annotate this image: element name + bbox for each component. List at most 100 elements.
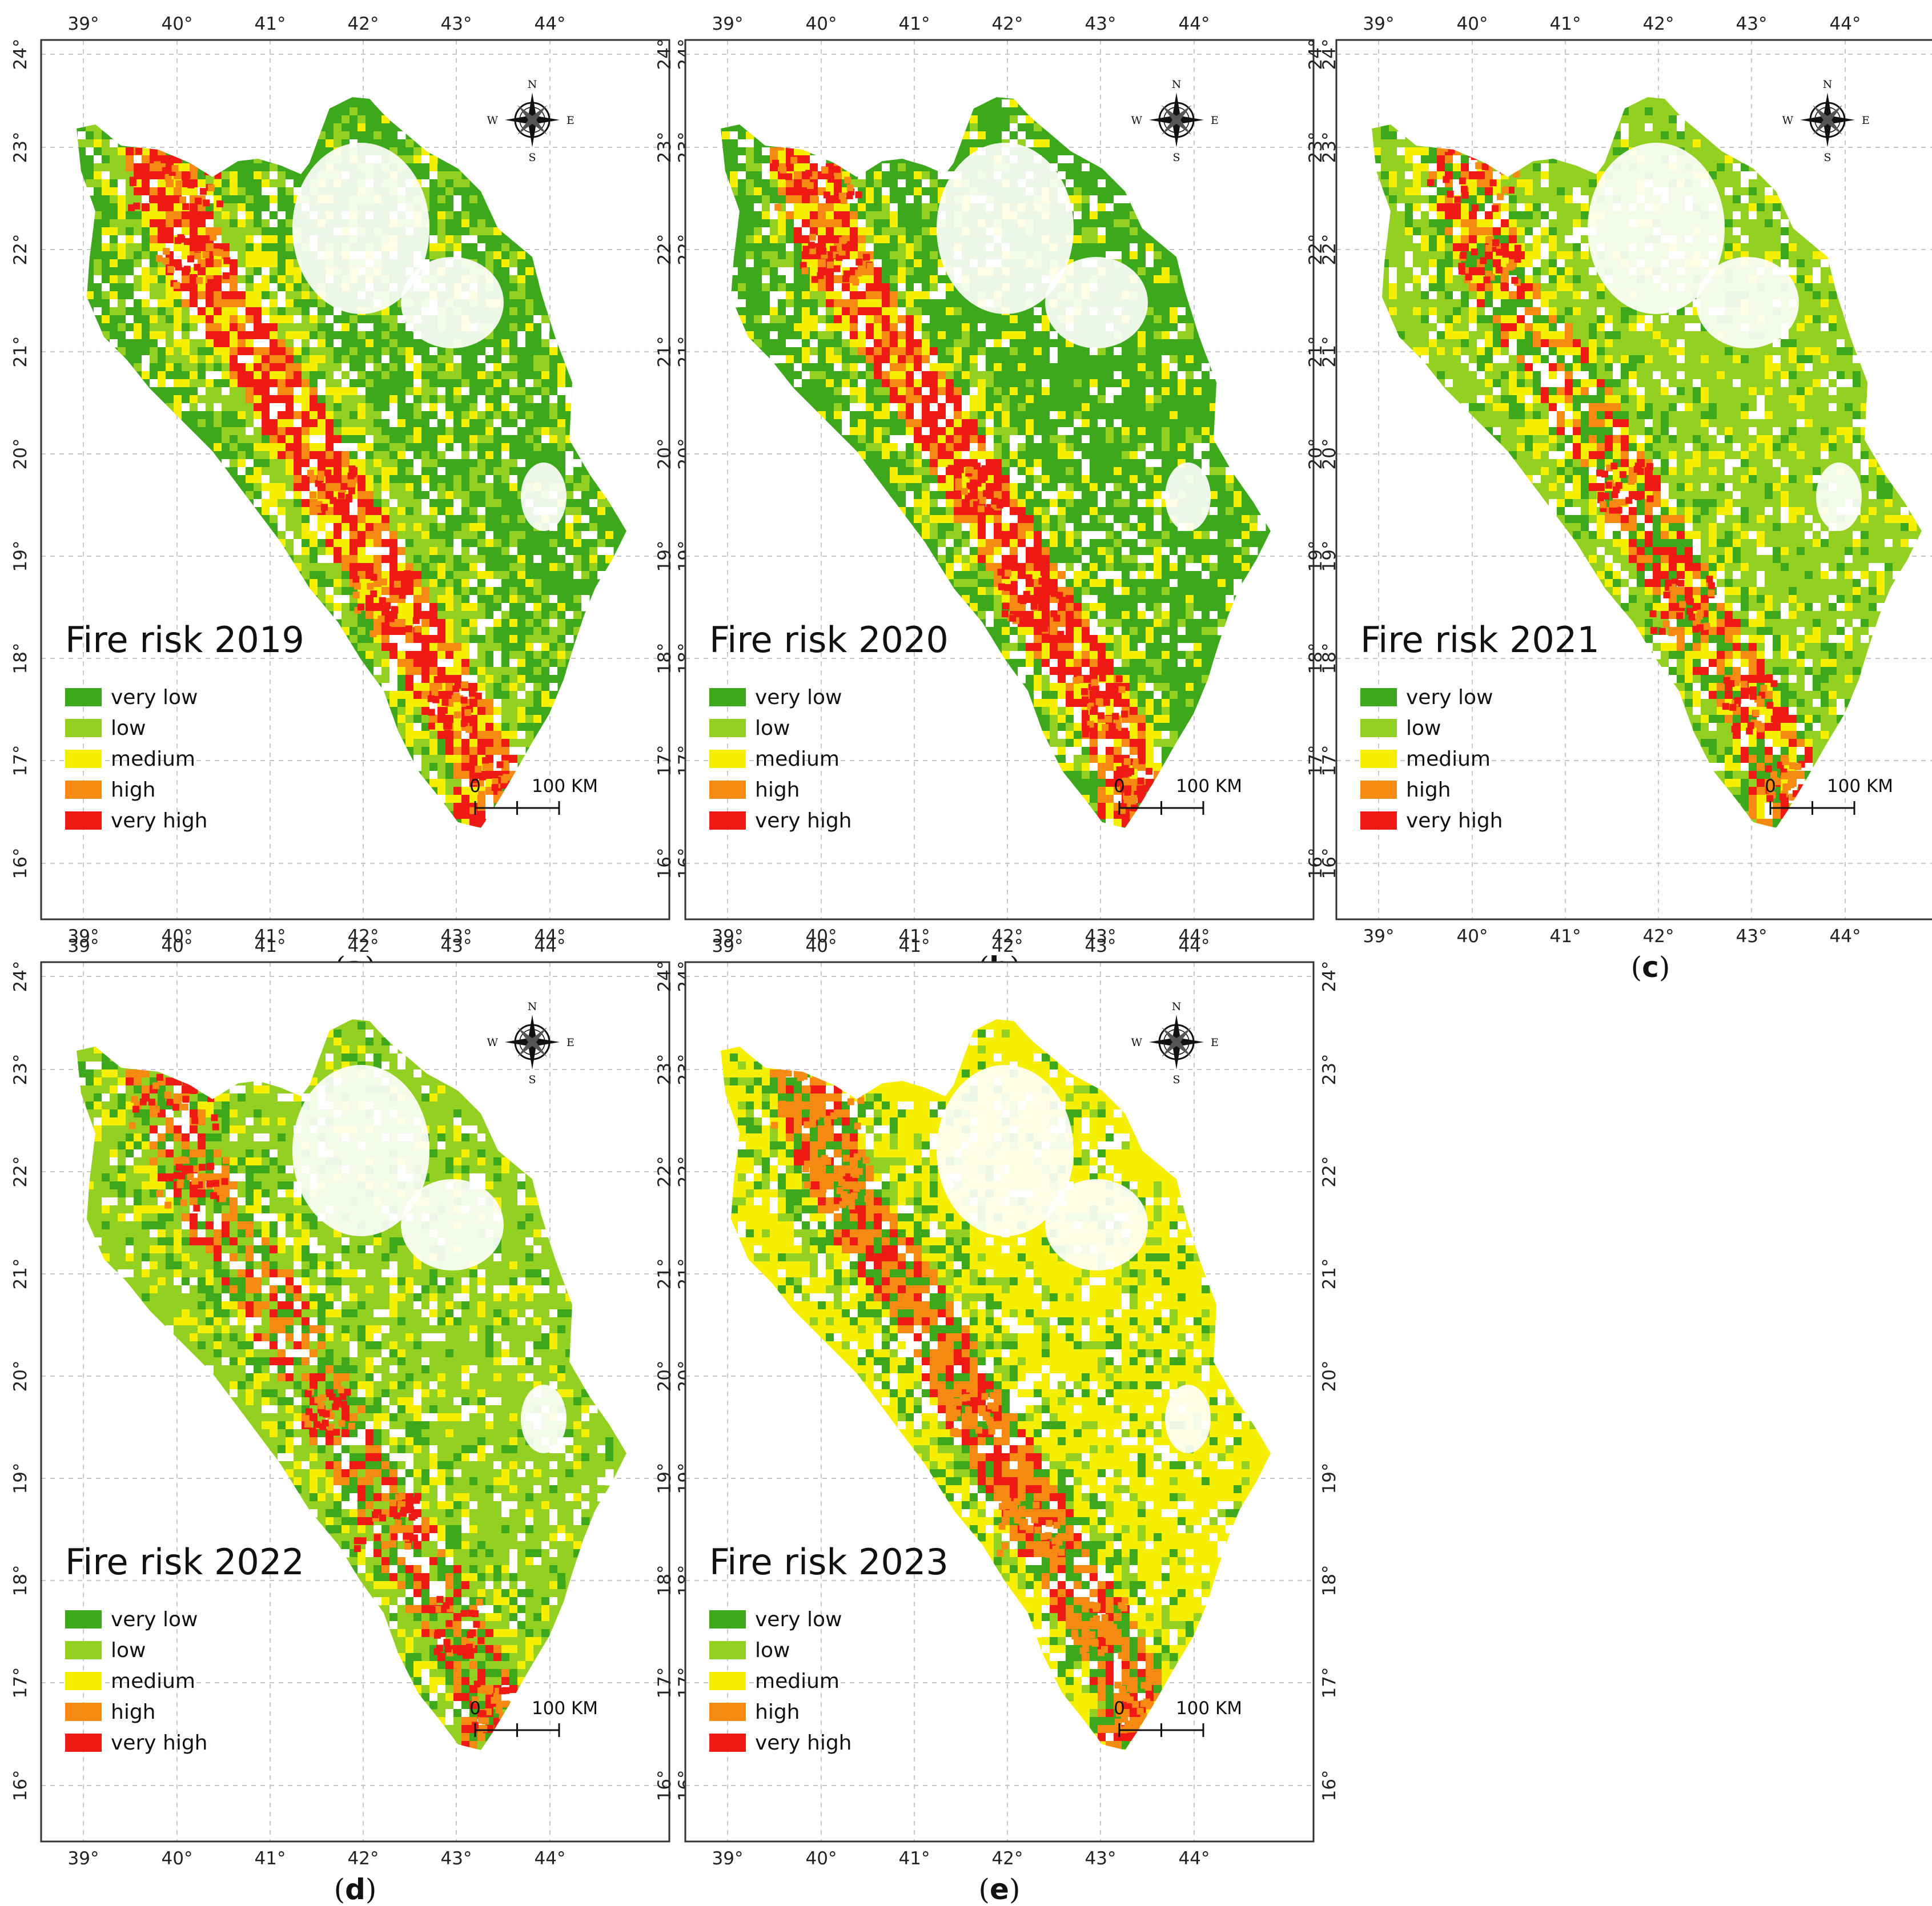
- lon-label-bottom: 39°: [712, 1848, 744, 1869]
- compass-n-label: N: [1823, 78, 1833, 91]
- legend-swatch-low: [1360, 719, 1397, 737]
- lon-label-top: 39°: [68, 14, 99, 34]
- legend-label: high: [1406, 778, 1451, 802]
- lon-label-top: 40°: [806, 936, 837, 956]
- lon-label-bottom: 42°: [348, 1848, 379, 1869]
- legend-label: very high: [111, 809, 208, 833]
- lat-label-left: 19°: [654, 1463, 675, 1494]
- compass-e-label: E: [1862, 114, 1870, 127]
- scale-end-label: 100 KM: [1176, 776, 1242, 797]
- map-panel-b: 39°39°40°40°41°41°42°42°43°43°44°44°16°1…: [685, 40, 1314, 976]
- panel-title: Fire risk 2023: [709, 1541, 949, 1583]
- lon-label-bottom: 41°: [899, 1848, 930, 1869]
- scale-start-label: 0: [469, 1698, 481, 1719]
- lon-label-top: 42°: [992, 936, 1023, 956]
- legend-label: low: [111, 1639, 146, 1662]
- map-frame: 39°39°40°40°41°41°42°42°43°43°44°44°16°1…: [685, 40, 1314, 919]
- lon-label-top: 41°: [899, 14, 930, 34]
- panel-title: Fire risk 2019: [65, 619, 304, 661]
- lat-label-left: 22°: [1306, 234, 1326, 266]
- legend-label: high: [755, 1700, 800, 1724]
- lon-label-top: 40°: [162, 14, 193, 34]
- panel-title: Fire risk 2021: [1360, 619, 1600, 661]
- legend-label: medium: [755, 1670, 840, 1693]
- compass-w-label: W: [487, 1036, 498, 1049]
- legend-label: low: [111, 717, 146, 740]
- lon-label-top: 40°: [806, 14, 837, 34]
- lon-label-top: 42°: [348, 936, 379, 956]
- caption-close-paren: ): [365, 1873, 377, 1906]
- caption-letter: e: [990, 1873, 1009, 1906]
- lon-label-top: 42°: [992, 14, 1023, 34]
- lon-label-top: 39°: [1363, 14, 1395, 34]
- legend-label: medium: [111, 1670, 195, 1693]
- lon-label-bottom: 40°: [162, 1848, 193, 1869]
- lat-label-left: 18°: [10, 643, 31, 674]
- lat-label-left: 18°: [1306, 643, 1326, 674]
- legend-label: very low: [111, 1608, 198, 1631]
- lon-label-top: 39°: [712, 14, 744, 34]
- lat-label-right: 20°: [1319, 1361, 1340, 1392]
- lat-label-left: 19°: [654, 541, 675, 572]
- lat-label-left: 17°: [10, 1667, 31, 1699]
- legend-label: very low: [755, 686, 842, 709]
- legend-swatch-very-high: [65, 811, 102, 830]
- lat-label-left: 17°: [10, 745, 31, 777]
- compass-e-label: E: [567, 114, 575, 127]
- legend-swatch-high: [65, 781, 102, 799]
- caption-letter: c: [1642, 951, 1659, 984]
- lat-label-left: 17°: [654, 1667, 675, 1699]
- lon-label-bottom: 43°: [1736, 926, 1768, 947]
- lat-label-left: 18°: [10, 1565, 31, 1597]
- legend-swatch-very-high: [1360, 811, 1397, 830]
- scale-end-label: 100 KM: [532, 1698, 598, 1719]
- lon-label-bottom: 44°: [535, 1848, 566, 1869]
- lat-label-left: 21°: [654, 336, 675, 368]
- lat-label-left: 21°: [1306, 336, 1326, 368]
- lat-label-left: 16°: [654, 848, 675, 879]
- legend-swatch-high: [1360, 781, 1397, 799]
- lat-label-left: 23°: [1306, 132, 1326, 163]
- lat-label-left: 22°: [10, 234, 31, 266]
- legend-swatch-low: [65, 1641, 102, 1659]
- legend-label: low: [755, 717, 790, 740]
- compass-w-label: W: [487, 114, 498, 127]
- lat-label-left: 18°: [654, 1565, 675, 1597]
- compass-n-label: N: [1172, 78, 1182, 91]
- lat-label-left: 24°: [654, 39, 675, 70]
- compass-s-label: S: [528, 151, 536, 164]
- caption-close-paren: ): [1659, 951, 1670, 984]
- legend-swatch-very-low: [709, 1610, 746, 1628]
- scale-start-label: 0: [1114, 1698, 1125, 1719]
- compass-e-label: E: [567, 1036, 575, 1049]
- lon-label-top: 42°: [348, 14, 379, 34]
- legend-swatch-high: [709, 1703, 746, 1721]
- lat-label-left: 20°: [10, 439, 31, 470]
- legend-label: very high: [1406, 809, 1503, 833]
- compass-w-label: W: [1131, 114, 1142, 127]
- legend-swatch-very-low: [65, 1610, 102, 1628]
- lat-label-left: 24°: [654, 961, 675, 992]
- map-panel-d: 39°39°40°40°41°41°42°42°43°43°44°44°16°1…: [41, 962, 669, 1899]
- lon-label-top: 44°: [535, 936, 566, 956]
- compass-w-label: W: [1782, 114, 1793, 127]
- legend-label: very low: [755, 1608, 842, 1631]
- lat-label-left: 23°: [10, 1054, 31, 1085]
- lon-label-top: 41°: [255, 14, 286, 34]
- legend-swatch-very-low: [65, 688, 102, 706]
- panel-title: Fire risk 2022: [65, 1541, 304, 1583]
- lat-label-left: 20°: [654, 439, 675, 470]
- lat-label-left: 22°: [654, 234, 675, 266]
- lon-label-top: 39°: [68, 936, 99, 956]
- legend-label: high: [111, 1700, 156, 1724]
- legend-label: very low: [111, 686, 198, 709]
- legend-label: high: [755, 778, 800, 802]
- lon-label-bottom: 43°: [441, 1848, 472, 1869]
- lon-label-top: 43°: [441, 14, 472, 34]
- lon-label-bottom: 42°: [992, 1848, 1023, 1869]
- scale-start-label: 0: [469, 776, 481, 797]
- lon-label-top: 44°: [1830, 14, 1861, 34]
- caption-open-paren: (: [334, 1873, 346, 1906]
- lon-label-top: 42°: [1643, 14, 1674, 34]
- legend-swatch-medium: [709, 1672, 746, 1690]
